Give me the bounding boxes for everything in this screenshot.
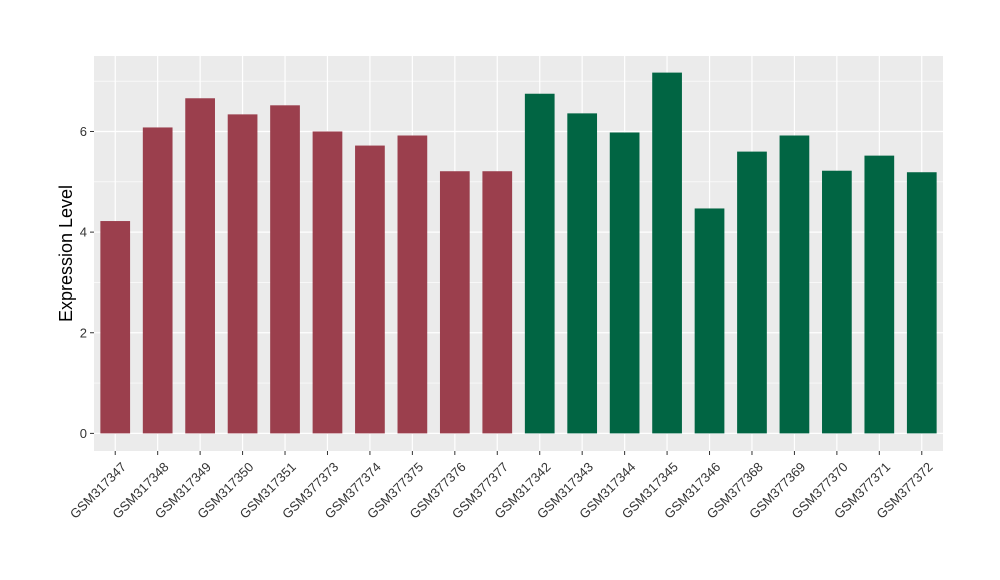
bar-GSM377377	[482, 171, 513, 434]
y-tick-label: 6	[80, 124, 87, 139]
y-axis-title: Expression Level	[56, 185, 76, 322]
bar-GSM377376	[439, 171, 470, 434]
y-tick-label: 4	[80, 225, 87, 240]
bar-GSM377370	[822, 170, 852, 434]
plot-panel	[94, 56, 943, 451]
bar-GSM377369	[779, 135, 810, 434]
bar-GSM317346	[694, 208, 725, 434]
bars	[100, 72, 937, 434]
bar-GSM317342	[524, 93, 555, 434]
x-axis: GSM317347GSM317348GSM317349GSM317350GSM3…	[67, 451, 936, 522]
bar-GSM317343	[567, 113, 598, 434]
bar-GSM317349	[185, 98, 215, 434]
bar-GSM377368	[737, 151, 767, 434]
y-tick-label: 2	[80, 325, 87, 340]
y-axis: 0 2 4 6	[80, 124, 94, 441]
bar-GSM377375	[397, 135, 428, 434]
bar-GSM377371	[864, 155, 895, 434]
bar-GSM377373	[312, 131, 343, 434]
bar-GSM377374	[355, 145, 385, 434]
bar-GSM317345	[652, 72, 682, 434]
bar-GSM317348	[142, 127, 173, 434]
bar-GSM317350	[227, 114, 258, 434]
bar-GSM317351	[270, 105, 300, 434]
bar-GSM317347	[100, 221, 131, 434]
bar-GSM377372	[906, 172, 937, 434]
bar-GSM317344	[609, 132, 640, 434]
y-tick-label: 0	[80, 426, 87, 441]
